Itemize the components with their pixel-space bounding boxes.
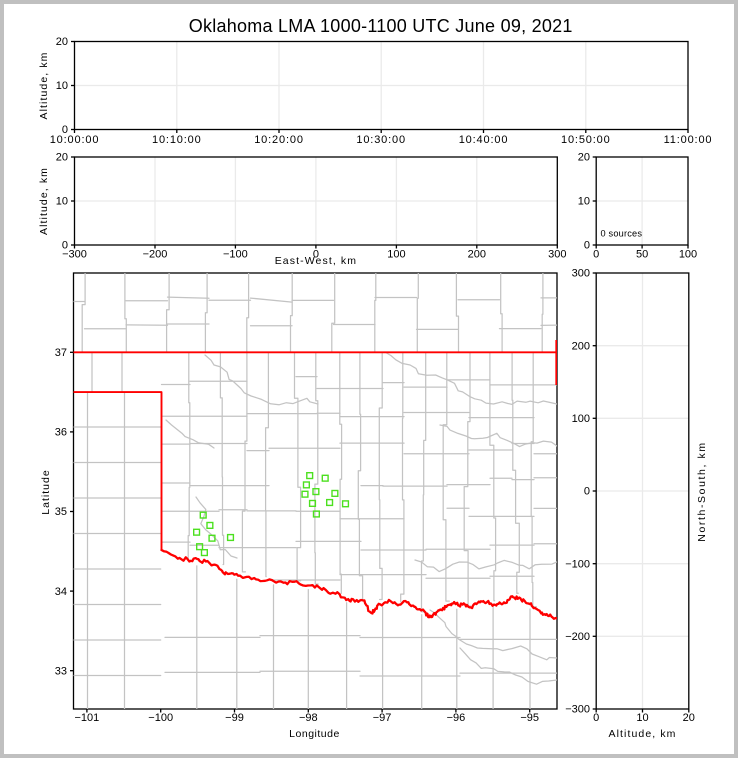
svg-text:0: 0	[593, 712, 599, 724]
svg-text:−101: −101	[75, 712, 100, 724]
svg-text:East-West, km: East-West, km	[275, 255, 357, 267]
svg-text:10:30:00: 10:30:00	[356, 134, 406, 146]
svg-text:−200: −200	[143, 249, 168, 261]
svg-text:10: 10	[578, 196, 590, 208]
svg-text:20: 20	[578, 152, 590, 164]
svg-text:−95: −95	[520, 712, 539, 724]
svg-text:−100: −100	[148, 712, 173, 724]
svg-text:10:10:00: 10:10:00	[152, 134, 202, 146]
svg-text:−100: −100	[565, 558, 590, 570]
svg-text:−98: −98	[299, 712, 318, 724]
svg-text:−97: −97	[373, 712, 392, 724]
svg-text:0 sources: 0 sources	[601, 229, 643, 239]
svg-text:100: 100	[679, 249, 697, 261]
svg-text:100: 100	[572, 413, 590, 425]
svg-text:50: 50	[636, 249, 648, 261]
svg-text:0: 0	[584, 486, 590, 498]
svg-text:100: 100	[387, 249, 405, 261]
svg-text:10:50:00: 10:50:00	[561, 134, 611, 146]
svg-text:−200: −200	[565, 631, 590, 643]
svg-text:36: 36	[55, 427, 67, 439]
svg-text:−96: −96	[447, 712, 466, 724]
svg-text:Oklahoma LMA 1000-1100 UTC Jun: Oklahoma LMA 1000-1100 UTC June 09, 2021	[189, 16, 573, 36]
svg-text:200: 200	[572, 340, 590, 352]
svg-text:300: 300	[572, 268, 590, 280]
svg-text:Altitude, km: Altitude, km	[608, 728, 676, 740]
svg-text:20: 20	[56, 152, 68, 164]
svg-text:0: 0	[584, 240, 590, 252]
svg-text:34: 34	[55, 586, 67, 598]
svg-text:North-South, km: North-South, km	[696, 441, 708, 541]
svg-text:Latitude: Latitude	[40, 469, 52, 514]
svg-text:0: 0	[593, 249, 599, 261]
svg-text:0: 0	[62, 240, 68, 252]
svg-text:10: 10	[636, 712, 648, 724]
svg-text:−300: −300	[62, 249, 87, 261]
svg-text:0: 0	[313, 249, 319, 261]
svg-text:Altitude, km: Altitude, km	[38, 51, 50, 119]
svg-text:33: 33	[55, 665, 67, 677]
svg-text:37: 37	[55, 347, 67, 359]
svg-text:10:00:00: 10:00:00	[50, 134, 100, 146]
svg-text:20: 20	[683, 712, 695, 724]
svg-text:10:20:00: 10:20:00	[254, 134, 304, 146]
svg-text:10: 10	[56, 196, 68, 208]
svg-text:10: 10	[56, 80, 68, 92]
svg-text:0: 0	[62, 124, 68, 136]
svg-text:35: 35	[55, 506, 67, 518]
svg-text:−99: −99	[225, 712, 244, 724]
svg-text:10:40:00: 10:40:00	[459, 134, 509, 146]
svg-text:−300: −300	[565, 704, 590, 716]
svg-text:Altitude, km: Altitude, km	[38, 167, 50, 235]
svg-text:Longitude: Longitude	[289, 728, 340, 740]
svg-text:300: 300	[548, 249, 566, 261]
svg-text:20: 20	[56, 36, 68, 48]
svg-text:11:00:00: 11:00:00	[664, 134, 713, 146]
svg-text:200: 200	[468, 249, 486, 261]
svg-text:−100: −100	[223, 249, 248, 261]
